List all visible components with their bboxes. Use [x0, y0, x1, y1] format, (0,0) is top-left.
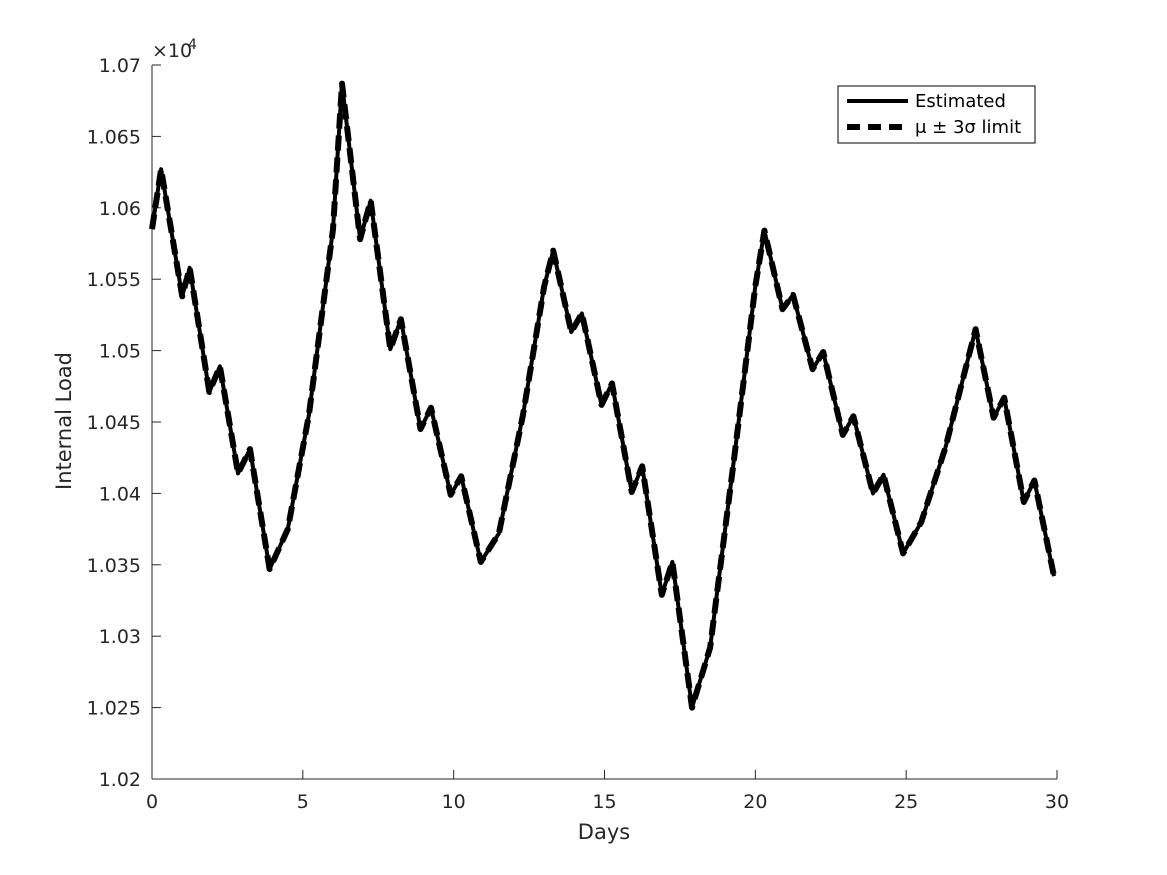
y-tick-label: 1.06	[99, 198, 141, 220]
y-tick-label: 1.07	[99, 55, 141, 77]
legend: Estimated μ ± 3σ limit	[837, 85, 1036, 144]
x-axis-title: Days	[578, 820, 630, 844]
x-tick-label: 25	[894, 791, 918, 813]
exponent-base: ×10	[152, 40, 192, 62]
y-tick-label: 1.045	[87, 412, 141, 434]
axes: 0 5 10 15 20 25 30 1.02 1.025 1.03 1.035 1.04 1.045 1…	[87, 55, 1070, 813]
y-tick-label: 1.05	[99, 341, 141, 363]
y-tick-label: 1.025	[87, 698, 141, 720]
y-axis-title: Internal Load	[52, 352, 76, 490]
x-tick-label: 0	[146, 791, 158, 813]
exponent-label: ×10 4	[152, 37, 197, 62]
x-tick-label: 10	[442, 791, 466, 813]
legend-label-estimated: Estimated	[915, 91, 1006, 112]
x-tick-label: 5	[297, 791, 309, 813]
y-tick-label: 1.02	[99, 769, 141, 791]
series-limit-line	[149, 80, 1057, 711]
exponent-power: 4	[188, 37, 197, 53]
y-tick-label: 1.055	[87, 269, 141, 291]
y-tick-label: 1.035	[87, 555, 141, 577]
legend-label-limit: μ ± 3σ limit	[915, 117, 1021, 138]
y-tick-label: 1.065	[87, 126, 141, 148]
y-tick-label: 1.04	[99, 483, 141, 505]
legend-box	[837, 85, 1036, 144]
x-tick-label: 15	[592, 791, 616, 813]
y-tick-label: 1.03	[99, 626, 141, 648]
plot-area	[149, 80, 1057, 711]
x-tick-label: 20	[743, 791, 767, 813]
x-tick-label: 30	[1045, 791, 1069, 813]
